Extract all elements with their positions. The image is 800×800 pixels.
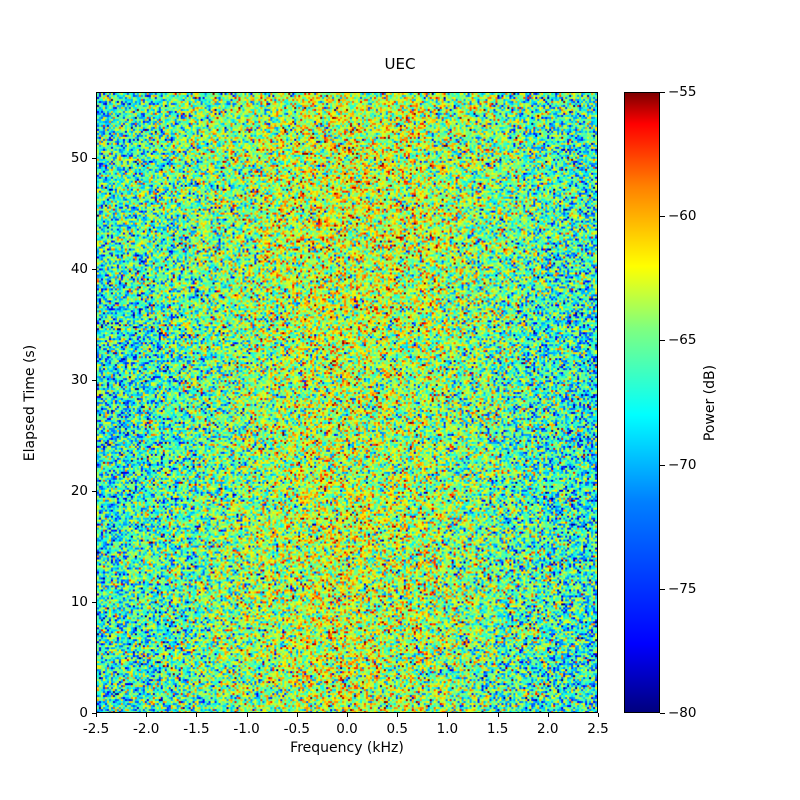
x-tick-label: 0.0	[336, 721, 358, 737]
y-tick-mark	[92, 379, 96, 381]
colorbar-tick-label: −75	[668, 580, 697, 597]
y-tick-label: 20	[70, 482, 88, 499]
colorbar-tick-label: −55	[668, 84, 697, 100]
colorbar-tick-label: −80	[668, 705, 697, 721]
x-tick-mark	[497, 713, 499, 717]
x-tick-mark	[196, 713, 198, 717]
plot-area	[96, 92, 598, 713]
y-tick-label: 0	[79, 705, 88, 721]
colorbar-tick-label: −65	[668, 332, 697, 349]
colorbar-tick-mark	[660, 92, 665, 93]
x-tick-label: -1.5	[183, 721, 210, 737]
x-tick-mark	[96, 713, 97, 717]
colorbar-tick-mark	[660, 216, 665, 218]
x-tick-mark	[296, 713, 298, 717]
y-axis-label: Elapsed Time (s)	[22, 344, 38, 461]
y-tick-label: 30	[70, 371, 88, 388]
colorbar-tick-mark	[660, 713, 665, 714]
x-tick-mark	[246, 713, 248, 717]
x-tick-mark	[547, 713, 549, 717]
x-tick-label: -2.0	[133, 721, 160, 737]
x-tick-label: 2.5	[587, 721, 609, 737]
colorbar-tick-label: −70	[668, 456, 697, 473]
x-tick-label: -1.0	[233, 721, 260, 737]
y-tick-mark	[92, 601, 96, 603]
x-tick-label: 2.0	[537, 721, 559, 737]
x-tick-label: 1.0	[436, 721, 459, 737]
colorbar-label: Power (dB)	[702, 364, 718, 441]
y-tick-label: 40	[70, 260, 88, 277]
colorbar-tick-mark	[660, 464, 665, 466]
x-tick-label: -2.5	[82, 721, 110, 737]
colorbar-tick-mark	[660, 588, 665, 590]
y-tick-label: 10	[70, 593, 88, 610]
x-tick-mark	[598, 713, 599, 717]
x-tick-mark	[347, 713, 348, 717]
x-tick-label: -0.5	[283, 721, 310, 737]
y-tick-mark	[92, 157, 96, 159]
colorbar-tick-mark	[660, 340, 665, 342]
x-tick-mark	[447, 713, 449, 717]
x-axis-label: Frequency (kHz)	[290, 740, 404, 756]
spectrogram-image	[97, 93, 597, 712]
y-tick-mark	[92, 490, 96, 492]
x-tick-mark	[397, 713, 399, 717]
colorbar-tick-label: −60	[668, 208, 697, 225]
x-tick-label: 0.5	[386, 721, 408, 737]
y-tick-label: 50	[70, 149, 88, 166]
y-tick-mark	[92, 268, 96, 270]
y-tick-mark	[92, 713, 96, 714]
x-tick-mark	[146, 713, 148, 717]
title-line-station: UEC	[384, 55, 416, 73]
x-tick-label: 1.5	[486, 721, 509, 737]
colorbar	[624, 92, 660, 713]
